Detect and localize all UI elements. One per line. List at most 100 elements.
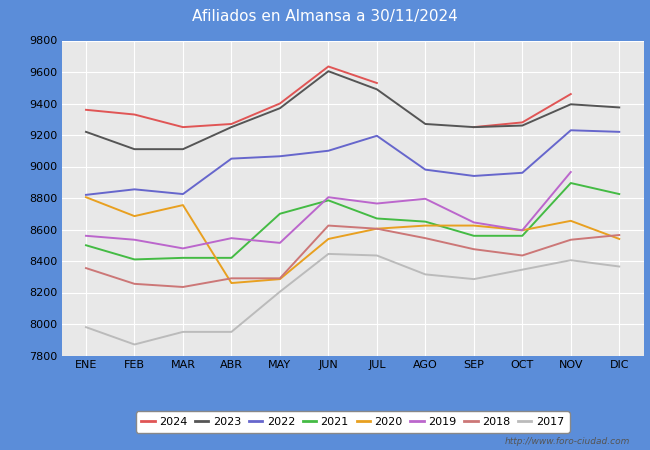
2020 <box>470 223 478 228</box>
2019 <box>470 220 478 225</box>
2022 <box>276 153 284 159</box>
2019 <box>276 240 284 246</box>
2017 <box>470 276 478 282</box>
2022 <box>179 191 187 197</box>
2023 <box>82 129 90 135</box>
2017 <box>227 329 235 335</box>
2020 <box>131 213 138 219</box>
2017 <box>276 289 284 294</box>
Line: 2017: 2017 <box>86 254 619 344</box>
2019 <box>227 235 235 241</box>
2023 <box>227 124 235 130</box>
2017 <box>616 264 623 269</box>
2021 <box>82 243 90 248</box>
2017 <box>131 342 138 347</box>
2021 <box>567 180 575 186</box>
2021 <box>179 255 187 261</box>
2018 <box>519 253 526 258</box>
2022 <box>373 133 381 139</box>
2017 <box>567 257 575 263</box>
Legend: 2024, 2023, 2022, 2021, 2020, 2019, 2018, 2017: 2024, 2023, 2022, 2021, 2020, 2019, 2018… <box>136 411 569 432</box>
2020 <box>82 194 90 200</box>
2018 <box>421 235 429 241</box>
2022 <box>82 192 90 198</box>
2021 <box>421 219 429 225</box>
2019 <box>567 169 575 175</box>
2024 <box>276 101 284 106</box>
2020 <box>567 218 575 224</box>
2018 <box>82 266 90 271</box>
2021 <box>470 233 478 238</box>
2020 <box>421 223 429 228</box>
2018 <box>324 223 332 228</box>
2019 <box>373 201 381 206</box>
2022 <box>470 173 478 179</box>
2019 <box>82 233 90 238</box>
2017 <box>373 253 381 258</box>
2022 <box>227 156 235 162</box>
2023 <box>131 146 138 152</box>
2023 <box>324 68 332 74</box>
2023 <box>421 121 429 126</box>
2018 <box>276 275 284 281</box>
2017 <box>421 272 429 277</box>
2018 <box>131 281 138 287</box>
2023 <box>567 102 575 107</box>
2018 <box>567 237 575 243</box>
2018 <box>470 247 478 252</box>
Text: Afiliados en Almansa a 30/11/2024: Afiliados en Almansa a 30/11/2024 <box>192 9 458 24</box>
2021 <box>324 198 332 203</box>
2023 <box>373 87 381 92</box>
2023 <box>276 105 284 111</box>
2021 <box>373 216 381 221</box>
2020 <box>227 280 235 286</box>
2024 <box>227 121 235 126</box>
2017 <box>82 324 90 330</box>
2022 <box>324 148 332 153</box>
2024 <box>373 81 381 86</box>
2020 <box>616 236 623 242</box>
Text: http://www.foro-ciudad.com: http://www.foro-ciudad.com <box>505 436 630 446</box>
2020 <box>324 236 332 242</box>
2019 <box>179 246 187 251</box>
2023 <box>616 105 623 110</box>
2019 <box>131 237 138 243</box>
2022 <box>519 170 526 176</box>
2024 <box>179 124 187 130</box>
2022 <box>616 129 623 135</box>
2021 <box>276 211 284 216</box>
2021 <box>616 191 623 197</box>
2019 <box>421 196 429 202</box>
Line: 2018: 2018 <box>86 225 619 287</box>
2020 <box>373 226 381 231</box>
2020 <box>276 276 284 282</box>
2020 <box>519 228 526 233</box>
2024 <box>131 112 138 117</box>
2018 <box>616 232 623 238</box>
2022 <box>421 167 429 172</box>
2018 <box>373 226 381 231</box>
2017 <box>179 329 187 335</box>
Line: 2022: 2022 <box>86 130 619 195</box>
2020 <box>179 202 187 208</box>
Line: 2023: 2023 <box>86 71 619 149</box>
2021 <box>519 233 526 238</box>
2022 <box>567 128 575 133</box>
2018 <box>179 284 187 290</box>
2023 <box>179 146 187 152</box>
2021 <box>131 256 138 262</box>
2019 <box>519 228 526 233</box>
Line: 2024: 2024 <box>86 67 377 127</box>
2024 <box>82 107 90 112</box>
2017 <box>324 251 332 256</box>
2019 <box>324 194 332 200</box>
2017 <box>519 267 526 272</box>
2021 <box>227 255 235 261</box>
Line: 2020: 2020 <box>86 197 619 283</box>
2023 <box>470 124 478 130</box>
2023 <box>519 123 526 128</box>
Line: 2019: 2019 <box>86 172 571 248</box>
Line: 2021: 2021 <box>86 183 619 259</box>
2022 <box>131 187 138 192</box>
2024 <box>324 64 332 69</box>
